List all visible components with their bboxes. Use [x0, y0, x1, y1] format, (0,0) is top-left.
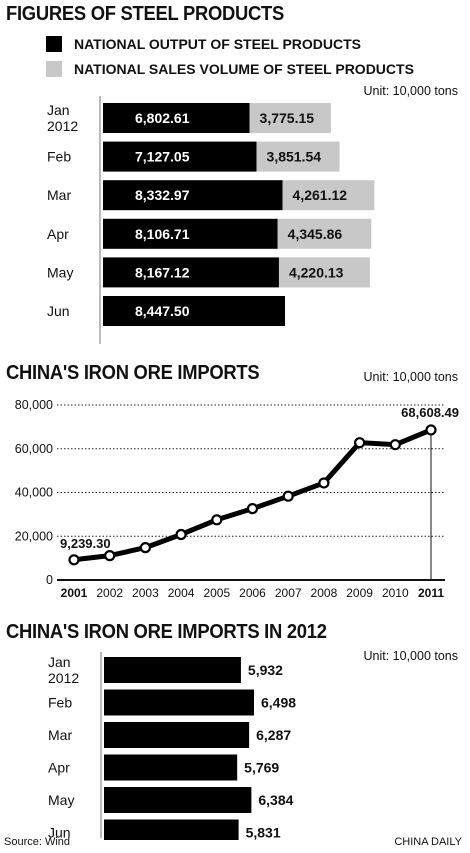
x-tick-label: 2007 — [275, 586, 302, 600]
output-bar — [103, 218, 278, 249]
steel-month-label: Feb — [47, 149, 71, 165]
sales-value-label: 3,775.15 — [260, 110, 315, 126]
imports-2012-bar — [104, 722, 250, 748]
imports-2012-bar — [104, 754, 238, 781]
imports-series-line — [73, 427, 432, 563]
steel-month-label: Jan 2012 — [47, 102, 78, 134]
legend-sales: NATIONAL SALES VOLUME OF STEEL PRODUCTS — [46, 61, 414, 77]
imports-unit-label: Unit: 10,000 tons — [363, 370, 458, 384]
data-point — [389, 439, 401, 451]
y-tick-label: 20,000 — [15, 529, 53, 543]
x-tick-label: 2005 — [203, 586, 230, 600]
output-value-label: 8,106.71 — [135, 226, 190, 242]
legend-sales-swatch — [46, 61, 62, 77]
steel-month-label: Apr — [47, 226, 69, 242]
output-value-label: 8,447.50 — [135, 303, 190, 319]
legend-sales-label: NATIONAL SALES VOLUME OF STEEL PRODUCTS — [74, 61, 414, 77]
steel-unit-label: Unit: 10,000 tons — [363, 84, 458, 98]
x-tick-label: 2011 — [418, 586, 444, 600]
imports-2012-bar — [104, 819, 239, 840]
imports-2012-bar — [104, 787, 252, 813]
data-point — [425, 424, 437, 436]
imports-2012-unit-label: Unit: 10,000 tons — [363, 649, 458, 663]
start-value-annotation: 9,239.30 — [60, 536, 111, 551]
x-tick-label: 2002 — [96, 586, 123, 600]
iron-ore-2012-title: CHINA'S IRON ORE IMPORTS IN 2012 — [6, 621, 327, 643]
data-point — [175, 528, 187, 541]
y-tick-label: 0 — [46, 573, 53, 587]
sales-bar — [256, 141, 340, 172]
iron-ore-2012-chart: 5,932 Jan 2012 6,498 Feb 6,287 Mar 5,769 Apr 6,38… — [48, 652, 296, 841]
imports-2012-value-label: 5,769 — [244, 760, 279, 776]
output-value-label: 8,332.97 — [135, 187, 190, 203]
steel-month-label: Jun — [47, 303, 70, 319]
output-bar — [103, 180, 283, 211]
legend-output: NATIONAL OUTPUT OF STEEL PRODUCTS — [46, 36, 361, 52]
imports-2012-bar — [104, 689, 254, 716]
imports-2012-value-label: 6,498 — [261, 695, 296, 711]
imports-2012-month-label: Jun — [48, 825, 71, 841]
sales-bar — [282, 180, 375, 211]
x-tick-label: 2003 — [132, 586, 159, 600]
imports-2012-month-label: Apr — [48, 760, 70, 776]
sales-bar — [277, 218, 372, 249]
iron-ore-imports-title: CHINA'S IRON ORE IMPORTS — [6, 362, 260, 384]
steel-products-chart: 6,802.61 3,775.15 Jan 2012 7,127.05 3,851.54 F… — [47, 96, 375, 344]
source-note: Source: Wind — [4, 836, 71, 848]
x-tick-label: 2009 — [346, 586, 373, 600]
output-value-label: 7,127.05 — [135, 149, 190, 165]
output-bar — [103, 141, 257, 172]
sales-value-label: 3,851.54 — [267, 149, 322, 165]
y-tick-label: 60,000 — [15, 442, 53, 456]
imports-2012-bar — [104, 657, 241, 683]
data-point — [246, 503, 259, 515]
end-value-annotation: 68,608.49 — [401, 405, 459, 420]
imports-2012-month-label: May — [48, 792, 74, 808]
imports-2012-month-label: Jan 2012 — [48, 654, 79, 686]
steel-month-label: May — [47, 264, 73, 280]
credit-note: CHINA DAILY — [394, 836, 462, 848]
steel-month-label: Mar — [47, 187, 71, 203]
x-tick-label: 2010 — [382, 586, 409, 600]
data-point — [282, 490, 294, 502]
data-point — [354, 437, 366, 449]
imports-2012-month-label: Feb — [48, 695, 72, 711]
data-point — [68, 554, 80, 566]
data-point — [104, 550, 116, 562]
output-bar — [103, 257, 279, 288]
x-tick-label: 2004 — [168, 586, 195, 600]
imports-2012-value-label: 5,932 — [248, 662, 283, 678]
data-point — [318, 477, 330, 489]
output-value-label: 6,802.61 — [135, 110, 190, 126]
legend-output-swatch — [46, 36, 62, 52]
sales-bar — [278, 257, 370, 288]
sales-bar — [249, 103, 331, 133]
data-point — [139, 542, 151, 554]
imports-2012-month-label: Mar — [48, 727, 72, 743]
x-tick-label: 2008 — [311, 586, 338, 600]
output-value-label: 8,167.12 — [135, 264, 190, 280]
y-tick-label: 80,000 — [15, 398, 53, 412]
data-point — [211, 514, 223, 526]
y-tick-label: 40,000 — [15, 486, 53, 500]
iron-ore-imports-line-chart: 0 20,000 40,000 60,000 80,000 2001 2002 2003 200… — [15, 398, 459, 600]
output-bar — [103, 103, 250, 133]
legend-output-label: NATIONAL OUTPUT OF STEEL PRODUCTS — [74, 36, 362, 52]
steel-products-title: FIGURES OF STEEL PRODUCTS — [6, 3, 284, 25]
sales-value-label: 4,220.13 — [289, 264, 344, 280]
output-bar — [103, 296, 285, 326]
sales-value-label: 4,261.12 — [293, 187, 348, 203]
imports-2012-value-label: 6,384 — [258, 792, 293, 808]
imports-2012-value-label: 5,831 — [246, 825, 281, 841]
x-tick-label: 2006 — [239, 586, 266, 600]
sales-value-label: 4,345.86 — [288, 226, 343, 242]
x-tick-label: 2001 — [61, 586, 88, 600]
imports-2012-value-label: 6,287 — [256, 727, 291, 743]
